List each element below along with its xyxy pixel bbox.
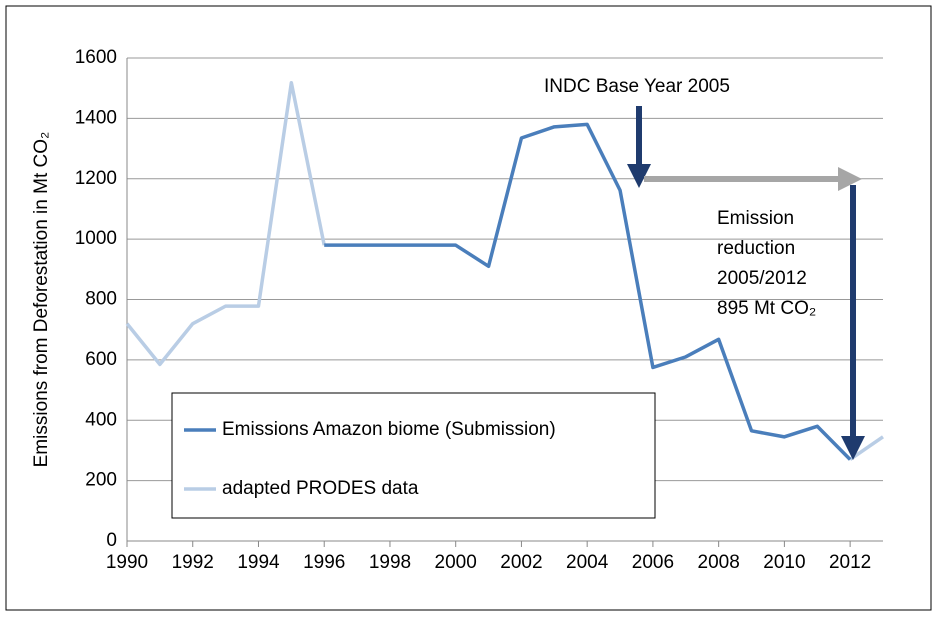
y-tick-label: 800: [85, 289, 117, 310]
x-tick-label: 2004: [566, 552, 609, 573]
y-tick-label: 0: [106, 530, 117, 551]
legend-box: [171, 392, 656, 519]
y-tick-label: 200: [85, 470, 117, 491]
annotation: INDC Base Year 2005: [544, 76, 730, 97]
x-tick-label: 2008: [698, 552, 740, 573]
annotation: 895 Mt CO₂: [717, 298, 816, 319]
y-tick-label: 400: [85, 409, 117, 430]
series-line: [125, 81, 326, 367]
y-tick-label: 1400: [75, 107, 117, 128]
x-tick-label: 2002: [500, 552, 542, 573]
x-tick-label: 2012: [829, 552, 871, 573]
y-tick-label: 600: [85, 349, 117, 370]
x-tick-label: 1998: [369, 552, 411, 573]
x-tick-label: 1992: [172, 552, 214, 573]
x-tick-label: 2010: [763, 552, 805, 573]
x-tick-label: 1990: [106, 552, 148, 573]
legend-label: adapted PRODES data: [222, 478, 419, 499]
x-tick-label: 2000: [435, 552, 477, 573]
annotation: reduction: [717, 238, 795, 259]
y-axis-label: Emissions from Deforestation in Mt CO₂: [31, 132, 52, 468]
x-tick-label: 1996: [303, 552, 345, 573]
y-tick-label: 1000: [75, 228, 117, 249]
x-tick-label: 2006: [632, 552, 674, 573]
legend-label: Emissions Amazon biome (Submission): [222, 419, 556, 440]
y-tick-label: 1200: [75, 168, 117, 189]
annotation: 2005/2012: [717, 268, 807, 289]
x-tick-label: 1994: [237, 552, 280, 573]
annotation: Emission: [717, 208, 794, 229]
series-line: [324, 122, 852, 461]
y-tick-label: 1600: [75, 47, 117, 68]
